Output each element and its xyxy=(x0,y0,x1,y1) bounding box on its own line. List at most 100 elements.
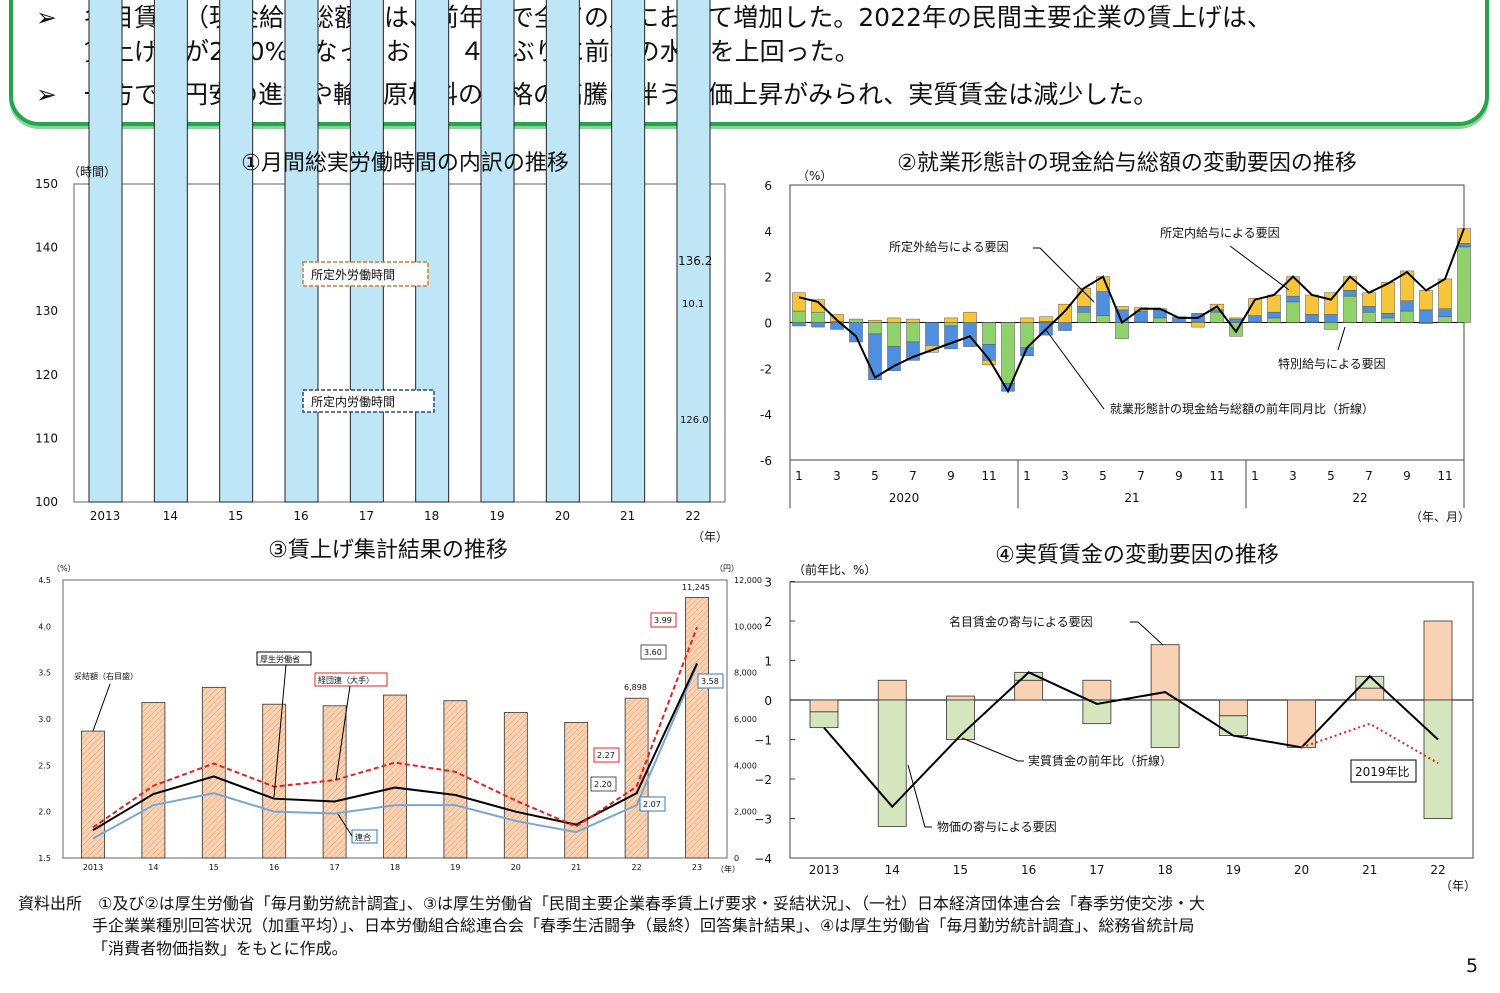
total-pay-line-label: 就業形態計の現金給与総額の前年同月比（折線） xyxy=(1110,401,1374,416)
real-wage-line xyxy=(823,671,1439,809)
special-pay-bar xyxy=(1362,311,1376,323)
y-tick-label: 4.0 xyxy=(38,622,51,631)
chart-3-title: ③賃上げ集計結果の推移 xyxy=(268,538,508,563)
scheduled-hours-bar xyxy=(284,0,319,503)
month-tick-label: 3 xyxy=(833,469,841,483)
scheduled-label: 所定内労働時間 xyxy=(311,394,395,409)
scheduled-pay-bar xyxy=(1438,278,1452,310)
keidanren-23-box xyxy=(650,612,677,628)
leader-line xyxy=(1337,326,1346,351)
scheduled-label-box xyxy=(302,389,435,413)
scheduled-hours-bar xyxy=(88,0,123,503)
settlement-amount-bar xyxy=(141,702,166,859)
y-tick-label: 2 xyxy=(764,271,772,285)
y-tick-label: −2 xyxy=(754,773,772,787)
nominal-wage-bar xyxy=(1355,687,1385,701)
month-tick-label: 1 xyxy=(1023,469,1031,483)
x-tick-label: 19 xyxy=(1226,863,1241,877)
y-tick-label: 1.5 xyxy=(38,854,51,863)
month-tick-label: 1 xyxy=(795,469,803,483)
special-pay-bar xyxy=(1267,317,1281,323)
y-tick-label: 2.5 xyxy=(38,761,51,770)
leader-line xyxy=(1229,245,1290,291)
month-tick-label: 7 xyxy=(1137,469,1145,483)
month-tick-label: 7 xyxy=(1365,469,1373,483)
plot-frame xyxy=(73,183,726,503)
summary-box xyxy=(9,0,1489,126)
scheduled-pay-bar xyxy=(906,318,920,323)
overtime-pay-bar xyxy=(1305,314,1319,322)
overtime-pay-label: 所定外給与による要因 xyxy=(889,239,1009,254)
month-tick-label: 11 xyxy=(1209,469,1224,483)
total-22-label: 136.2 xyxy=(678,254,712,268)
nominal-wage-bar xyxy=(1150,644,1180,701)
scheduled-pay-bar xyxy=(963,311,977,323)
mhlw-label: 厚生労働省 xyxy=(260,654,300,664)
special-pay-bar xyxy=(868,322,882,335)
leader-line xyxy=(1033,247,1095,303)
special-pay-bar xyxy=(1400,310,1414,323)
x-tick-label: 15 xyxy=(953,863,968,877)
y2-tick-label: 4,000 xyxy=(734,761,757,770)
scheduled-pay-bar xyxy=(1039,316,1053,322)
y-tick-label: −4 xyxy=(754,852,772,866)
chart-3: 1.5 2.0 2.5 3.0 3.5 4.0 4.5 0 2,000 4,000 6,000 8,0… xyxy=(38,538,762,874)
y-tick-label: 3 xyxy=(764,576,772,590)
y-tick-label: -2 xyxy=(760,362,772,376)
source-line-2: 手企業業種別回答状況（加重平均）」、日本労働組合総連合会「春季生活闘争（最終）回… xyxy=(92,916,1195,935)
scheduled-hours-bar xyxy=(415,0,450,503)
x-tick-label: 14 xyxy=(163,509,178,523)
y2-tick-label: 8,000 xyxy=(734,669,757,678)
rengo-label-box xyxy=(351,829,378,844)
overtime-pay-bar xyxy=(1419,309,1433,323)
x-tick-label: 17 xyxy=(330,863,340,872)
settlement-amount-bar xyxy=(503,711,528,859)
nominal-wage-bar xyxy=(809,699,839,713)
overtime-pay-bar xyxy=(1362,306,1376,313)
month-tick-label: 9 xyxy=(947,469,955,483)
scheduled-pay-bar xyxy=(1191,322,1205,328)
settlement-amount-bar xyxy=(201,686,226,859)
y-tick-label: 2.0 xyxy=(38,808,51,817)
x-tick-label: 2013 xyxy=(90,509,121,523)
chart-2-ylabel: （%） xyxy=(797,169,832,183)
scheduled-pay-bar xyxy=(792,292,806,312)
settlement-amount-label: 妥結額（右目盛） xyxy=(74,671,138,681)
plot-frame xyxy=(789,581,1474,859)
special-pay-bar xyxy=(1381,317,1395,323)
settlement-amount-bar xyxy=(685,597,709,859)
x-tick-label: 20 xyxy=(511,863,521,872)
source-line-1: 資料出所 ①及び②は厚生労働省「毎月勤労統計調査」、③は厚生労働省「民間主要企業… xyxy=(18,894,1206,913)
plot-layer: 1.5 2.0 2.5 3.0 3.5 4.0 4.5 0 2,000 4,000 6,000 8,0… xyxy=(38,576,762,872)
chart-3-y2label: （円） xyxy=(715,564,739,573)
keidanren-label-box xyxy=(314,672,388,687)
overtime-label-box xyxy=(302,261,429,287)
special-pay-bar xyxy=(1343,295,1357,323)
rengo-22-label: 2.07 xyxy=(643,800,661,809)
mhlw-22-box xyxy=(590,776,617,792)
keidanren-23-label: 3.99 xyxy=(654,616,672,625)
scheduled-22-label: 126.0 xyxy=(680,415,709,426)
keidanren-22-box xyxy=(593,747,620,763)
y2-tick-label: 12,000 xyxy=(734,576,762,585)
nominal-wage-bar xyxy=(1423,620,1453,701)
special-pay-bar xyxy=(1286,301,1300,323)
special-pay-bar xyxy=(1096,315,1110,323)
chart-4-xlabel: （年） xyxy=(1440,879,1476,893)
nominal-wage-bar xyxy=(1082,679,1112,701)
x-tick-label: 15 xyxy=(228,509,243,523)
special-pay-bar xyxy=(1438,316,1452,323)
chart-4-ylabel: （前年比、%） xyxy=(793,562,876,577)
x-tick-label: 18 xyxy=(424,509,439,523)
month-tick-label: 3 xyxy=(1289,469,1297,483)
x-tick-label: 19 xyxy=(450,863,460,872)
scheduled-pay-bar xyxy=(1077,287,1091,307)
month-tick-label: 9 xyxy=(1175,469,1183,483)
y2-tick-label: 2,000 xyxy=(734,808,757,817)
y-tick-label: −1 xyxy=(754,734,772,748)
chart-2-title: ②就業形態計の現金給与総額の変動要因の推移 xyxy=(897,151,1357,176)
chart-1-xlabel: （年） xyxy=(692,530,728,544)
